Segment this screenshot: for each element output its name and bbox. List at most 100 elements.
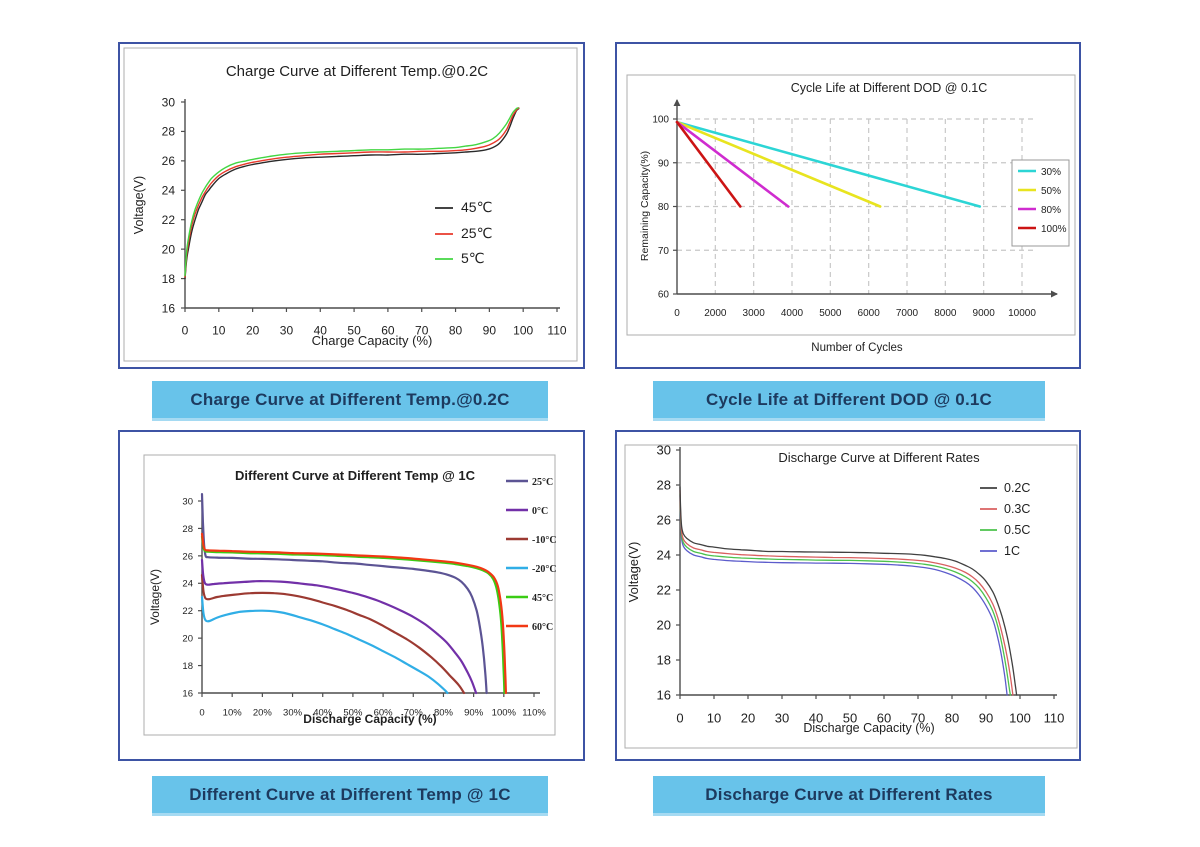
svg-text:10%: 10%	[223, 708, 243, 719]
svg-text:45°C: 45°C	[532, 593, 553, 604]
svg-text:-10°C: -10°C	[532, 535, 557, 546]
svg-text:50%: 50%	[1041, 186, 1061, 197]
svg-text:7000: 7000	[896, 308, 919, 319]
svg-text:Voltage(V): Voltage(V)	[132, 176, 146, 234]
svg-text:Charge Capacity (%): Charge Capacity (%)	[312, 333, 433, 348]
chart-panel-temp-discharge: 16 18 20 22 24 26 28 30 0 10% 20% 30% 40% 50% 60% 70% 80…	[118, 430, 585, 761]
svg-text:Number of Cycles: Number of Cycles	[811, 342, 903, 354]
svg-text:16: 16	[657, 688, 671, 703]
svg-text:100: 100	[652, 115, 669, 126]
svg-text:1C: 1C	[1004, 544, 1020, 558]
svg-text:26: 26	[657, 513, 671, 528]
svg-text:100%: 100%	[492, 708, 517, 719]
svg-text:80: 80	[449, 324, 463, 338]
caption-temp-discharge: Different Curve at Different Temp @ 1C	[152, 776, 548, 816]
svg-text:20: 20	[182, 634, 193, 645]
svg-text:70%: 70%	[404, 708, 424, 719]
svg-text:2000: 2000	[704, 308, 727, 319]
svg-text:30: 30	[775, 710, 789, 725]
caption-charge-curve: Charge Curve at Different Temp.@0.2C	[152, 381, 548, 421]
svg-text:28: 28	[182, 524, 193, 535]
svg-text:60: 60	[381, 324, 395, 338]
svg-text:90%: 90%	[464, 708, 484, 719]
svg-text:50: 50	[347, 324, 361, 338]
svg-text:80%: 80%	[434, 708, 454, 719]
chart-panel-rate-discharge: 16 18 20 22 24 26 28 30 0 10 20 30 40 50 60 70 80 90 100 11…	[615, 430, 1081, 761]
svg-text:0°C: 0°C	[532, 506, 548, 517]
svg-text:40: 40	[809, 710, 823, 725]
rate-discharge-chart: 16 18 20 22 24 26 28 30 0 10 20 30 40 50 60 70 80 90 100 11…	[624, 443, 1078, 749]
svg-text:22: 22	[162, 213, 176, 227]
svg-text:25℃: 25℃	[461, 225, 492, 241]
svg-text:50: 50	[843, 710, 857, 725]
temp-discharge-chart: 16 18 20 22 24 26 28 30 0 10% 20% 30% 40% 50% 60% 70% 80…	[143, 454, 557, 736]
svg-text:0: 0	[182, 324, 189, 338]
svg-text:80: 80	[658, 202, 670, 213]
svg-text:110: 110	[547, 324, 566, 338]
svg-text:8000: 8000	[934, 308, 957, 319]
svg-text:Remaining Capacity(%): Remaining Capacity(%)	[639, 151, 651, 261]
svg-text:100: 100	[1009, 710, 1031, 725]
svg-text:90: 90	[658, 158, 670, 169]
svg-text:100: 100	[513, 324, 533, 338]
svg-text:70: 70	[658, 246, 670, 257]
svg-text:5000: 5000	[819, 308, 842, 319]
svg-text:18: 18	[182, 661, 193, 672]
svg-text:30: 30	[280, 324, 294, 338]
svg-text:4000: 4000	[781, 308, 804, 319]
svg-text:26: 26	[182, 551, 193, 562]
svg-text:0: 0	[674, 308, 680, 319]
svg-text:16: 16	[162, 301, 176, 315]
svg-text:10: 10	[707, 710, 721, 725]
svg-text:20: 20	[657, 618, 671, 633]
svg-text:30: 30	[657, 443, 671, 458]
svg-text:Different Curve at Different T: Different Curve at Different Temp @ 1C	[235, 468, 476, 483]
charge-curve-chart: 16 18 20 22 24 26 28 30 0 10 20 30 40 50 60 70 80 90 100 11…	[123, 47, 578, 362]
svg-text:90: 90	[483, 324, 497, 338]
svg-text:9000: 9000	[973, 308, 996, 319]
svg-text:Discharge Curve at Different R: Discharge Curve at Different Rates	[778, 450, 980, 465]
svg-text:30%: 30%	[1041, 167, 1061, 178]
svg-text:20: 20	[246, 324, 260, 338]
svg-text:0.3C: 0.3C	[1004, 502, 1030, 516]
svg-text:40: 40	[314, 324, 328, 338]
svg-text:30: 30	[162, 95, 176, 109]
svg-text:Discharge Capacity (%): Discharge Capacity (%)	[803, 721, 934, 735]
svg-text:40%: 40%	[313, 708, 333, 719]
svg-text:60%: 60%	[374, 708, 394, 719]
svg-text:110%: 110%	[522, 708, 546, 719]
svg-text:50%: 50%	[343, 708, 363, 719]
svg-text:22: 22	[657, 583, 671, 598]
svg-text:Voltage(V): Voltage(V)	[148, 569, 162, 625]
svg-text:20: 20	[741, 710, 755, 725]
svg-text:100%: 100%	[1041, 224, 1067, 235]
svg-text:-20°C: -20°C	[532, 564, 557, 575]
svg-text:0: 0	[676, 710, 683, 725]
svg-text:24: 24	[162, 184, 176, 198]
svg-text:0: 0	[199, 708, 204, 719]
svg-text:0.5C: 0.5C	[1004, 523, 1030, 537]
svg-text:25°C: 25°C	[532, 477, 553, 488]
svg-text:22: 22	[182, 606, 193, 617]
svg-text:80%: 80%	[1041, 205, 1061, 216]
chart-panel-cycle-life: 60 70 80 90 100 0 2000 3000 4000 5000 6000 7000 8000…	[615, 42, 1081, 369]
svg-text:20%: 20%	[253, 708, 273, 719]
svg-text:60°C: 60°C	[532, 622, 553, 633]
svg-text:30: 30	[182, 496, 193, 507]
caption-cycle-life: Cycle Life at Different DOD @ 0.1C	[653, 381, 1045, 421]
svg-text:26: 26	[162, 154, 176, 168]
svg-text:Voltage(V): Voltage(V)	[626, 542, 641, 603]
svg-text:0.2C: 0.2C	[1004, 481, 1030, 495]
svg-text:90: 90	[979, 710, 993, 725]
svg-text:5℃: 5℃	[461, 250, 485, 266]
svg-text:10000: 10000	[1008, 308, 1036, 319]
svg-text:110: 110	[1044, 710, 1065, 725]
svg-text:Cycle Life at Different DOD @: Cycle Life at Different DOD @ 0.1C	[791, 81, 988, 95]
svg-text:28: 28	[162, 125, 176, 139]
svg-text:70: 70	[911, 710, 925, 725]
svg-text:Discharge Capacity (%): Discharge Capacity (%)	[303, 712, 436, 726]
svg-text:16: 16	[182, 688, 193, 699]
svg-text:Charge Curve at Different Temp: Charge Curve at Different Temp.@0.2C	[226, 63, 488, 80]
svg-text:80: 80	[945, 710, 959, 725]
